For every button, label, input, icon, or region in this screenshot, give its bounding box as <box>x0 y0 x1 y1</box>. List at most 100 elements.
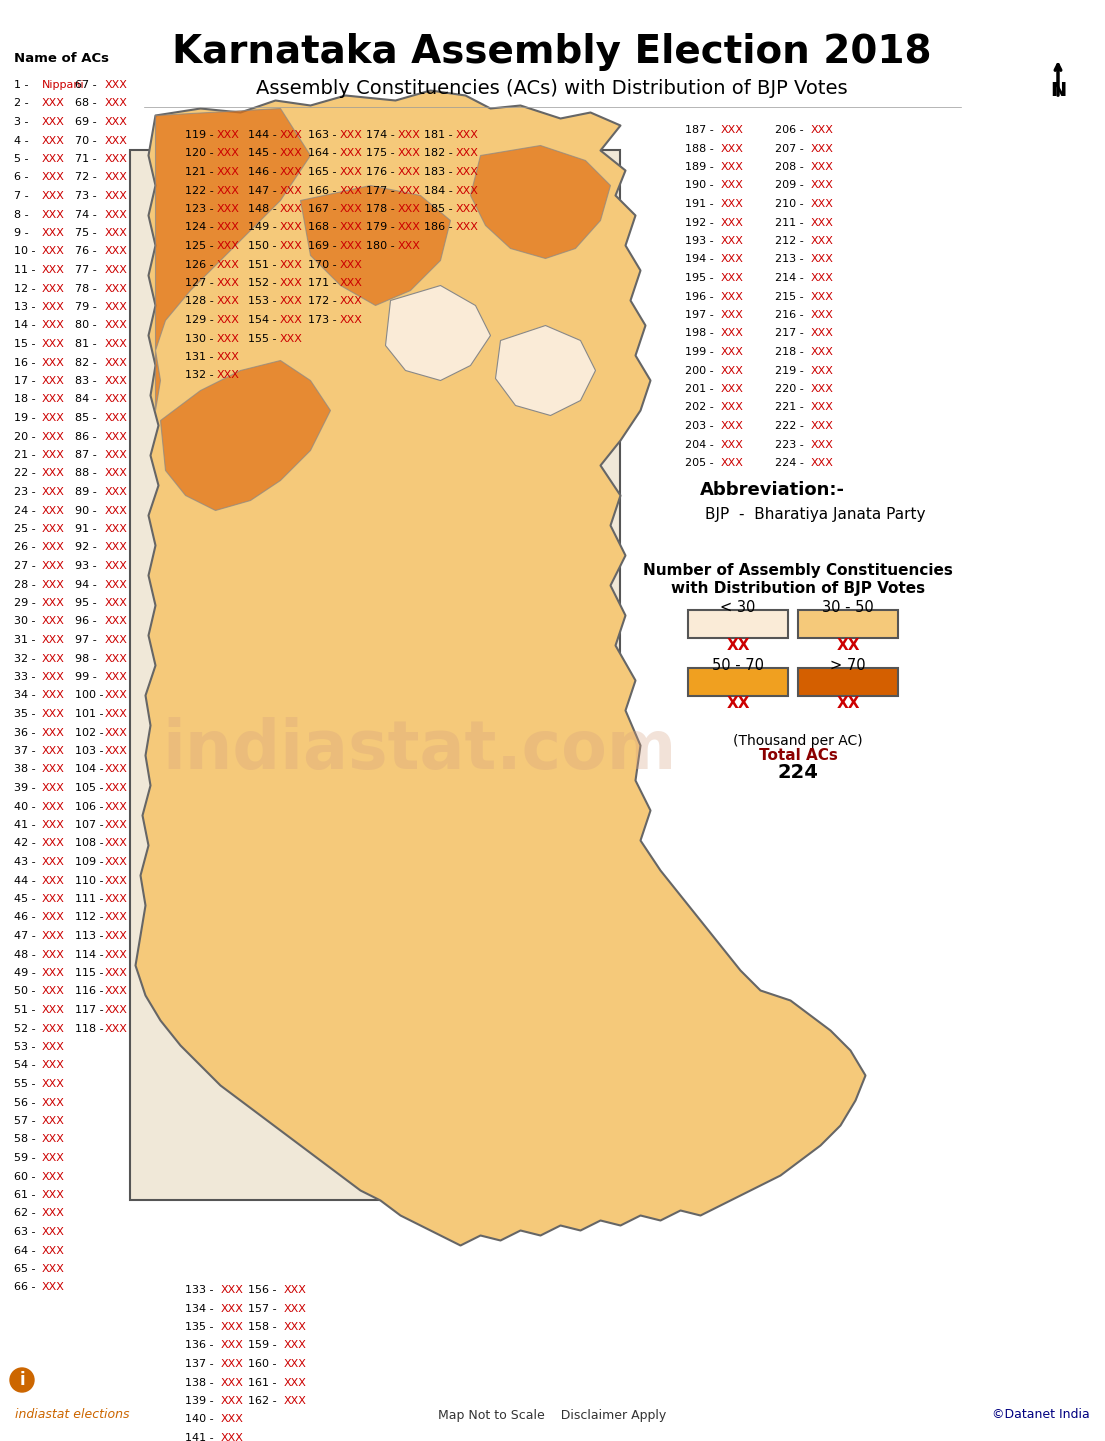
Text: 20 -: 20 - <box>14 431 39 441</box>
Text: 105 -: 105 - <box>75 782 107 793</box>
Text: 198 -: 198 - <box>685 329 717 339</box>
Text: XXX: XXX <box>42 339 65 349</box>
Text: XXX: XXX <box>811 421 834 431</box>
Text: 158 -: 158 - <box>248 1321 281 1331</box>
Text: XXX: XXX <box>280 148 303 159</box>
Text: XXX: XXX <box>811 347 834 357</box>
Text: 38 -: 38 - <box>14 765 39 774</box>
Text: 121 -: 121 - <box>185 167 217 177</box>
Text: XXX: XXX <box>42 1115 65 1125</box>
Text: 97 -: 97 - <box>75 635 101 646</box>
Text: XXX: XXX <box>340 222 362 232</box>
Text: 93 -: 93 - <box>75 561 101 571</box>
Text: 88 -: 88 - <box>75 468 101 478</box>
Text: XXX: XXX <box>42 1079 65 1089</box>
Text: XXX: XXX <box>217 186 240 196</box>
Text: 9 -: 9 - <box>14 228 32 238</box>
Text: 156 -: 156 - <box>248 1285 280 1295</box>
Text: XXX: XXX <box>42 1042 65 1052</box>
Text: 34 -: 34 - <box>14 690 39 700</box>
Text: 117 -: 117 - <box>75 1004 107 1014</box>
Text: XXX: XXX <box>720 458 744 468</box>
Text: XXX: XXX <box>811 329 834 339</box>
Text: N: N <box>1050 81 1066 99</box>
Text: 75 -: 75 - <box>75 228 101 238</box>
Text: 160 -: 160 - <box>248 1359 280 1369</box>
Text: 210 -: 210 - <box>775 199 807 209</box>
Text: XXX: XXX <box>284 1285 307 1295</box>
Text: XXX: XXX <box>42 173 65 183</box>
Text: 184 -: 184 - <box>424 186 456 196</box>
Text: 170 -: 170 - <box>308 259 340 269</box>
Text: 211 -: 211 - <box>775 218 807 228</box>
Text: XXX: XXX <box>42 1264 65 1274</box>
Text: 171 -: 171 - <box>308 278 340 288</box>
Text: XXX: XXX <box>42 728 65 738</box>
Text: 26 -: 26 - <box>14 542 39 552</box>
Text: XXX: XXX <box>105 542 128 552</box>
Text: XXX: XXX <box>398 241 421 251</box>
Text: XXX: XXX <box>105 746 128 757</box>
Text: 37 -: 37 - <box>14 746 39 757</box>
Text: XXX: XXX <box>340 297 362 307</box>
Text: 33 -: 33 - <box>14 672 39 682</box>
Text: XXX: XXX <box>42 801 65 811</box>
Text: 67 -: 67 - <box>75 81 101 89</box>
Text: XXX: XXX <box>105 765 128 774</box>
Text: 199 -: 199 - <box>685 347 717 357</box>
Text: 119 -: 119 - <box>185 130 217 140</box>
Text: 82 -: 82 - <box>75 357 101 367</box>
Text: 173 -: 173 - <box>308 316 340 326</box>
Text: XXX: XXX <box>42 1004 65 1014</box>
Text: XXX: XXX <box>42 635 65 646</box>
Text: XXX: XXX <box>811 272 834 282</box>
Text: XXX: XXX <box>221 1304 244 1314</box>
Text: 30 -: 30 - <box>14 617 39 627</box>
Text: 187 -: 187 - <box>685 125 717 135</box>
Text: 185 -: 185 - <box>424 205 456 215</box>
Text: XXX: XXX <box>811 458 834 468</box>
Text: 215 -: 215 - <box>775 291 807 301</box>
Text: 91 -: 91 - <box>75 525 101 535</box>
Text: 46 -: 46 - <box>14 912 39 922</box>
Text: 55 -: 55 - <box>14 1079 39 1089</box>
Text: XXX: XXX <box>42 1209 65 1219</box>
Text: 81 -: 81 - <box>75 339 101 349</box>
Text: 135 -: 135 - <box>185 1321 217 1331</box>
Text: 157 -: 157 - <box>248 1304 281 1314</box>
Text: XXX: XXX <box>105 561 128 571</box>
Text: 195 -: 195 - <box>685 272 717 282</box>
Text: XXX: XXX <box>105 154 128 164</box>
Text: XXX: XXX <box>105 635 128 646</box>
Text: 147 -: 147 - <box>248 186 281 196</box>
Text: XXX: XXX <box>221 1285 244 1295</box>
Bar <box>798 669 898 696</box>
Text: 175 -: 175 - <box>366 148 398 159</box>
Text: 17 -: 17 - <box>14 376 39 386</box>
Text: XXX: XXX <box>217 167 240 177</box>
Text: XXX: XXX <box>811 255 834 265</box>
Text: XXX: XXX <box>105 357 128 367</box>
Text: XXX: XXX <box>105 173 128 183</box>
Text: i: i <box>19 1370 24 1389</box>
Text: 205 -: 205 - <box>685 458 717 468</box>
Text: XXX: XXX <box>42 192 65 200</box>
Text: 5 -: 5 - <box>14 154 32 164</box>
Text: XXX: XXX <box>105 709 128 719</box>
Text: XXX: XXX <box>720 383 744 393</box>
Text: 69 -: 69 - <box>75 117 101 127</box>
Text: XXX: XXX <box>42 654 65 663</box>
Text: 136 -: 136 - <box>185 1340 217 1350</box>
Text: XXX: XXX <box>42 487 65 497</box>
Text: XXX: XXX <box>105 246 128 256</box>
Text: 188 -: 188 - <box>685 144 717 154</box>
Text: 2 -: 2 - <box>14 98 32 108</box>
Text: 49 -: 49 - <box>14 968 40 978</box>
Text: 44 -: 44 - <box>14 876 40 886</box>
Text: 138 -: 138 - <box>185 1378 217 1388</box>
Text: 191 -: 191 - <box>685 199 717 209</box>
Text: 77 -: 77 - <box>75 265 101 275</box>
Text: XXX: XXX <box>720 180 744 190</box>
Text: XXX: XXX <box>42 450 65 460</box>
Text: 54 -: 54 - <box>14 1061 39 1071</box>
